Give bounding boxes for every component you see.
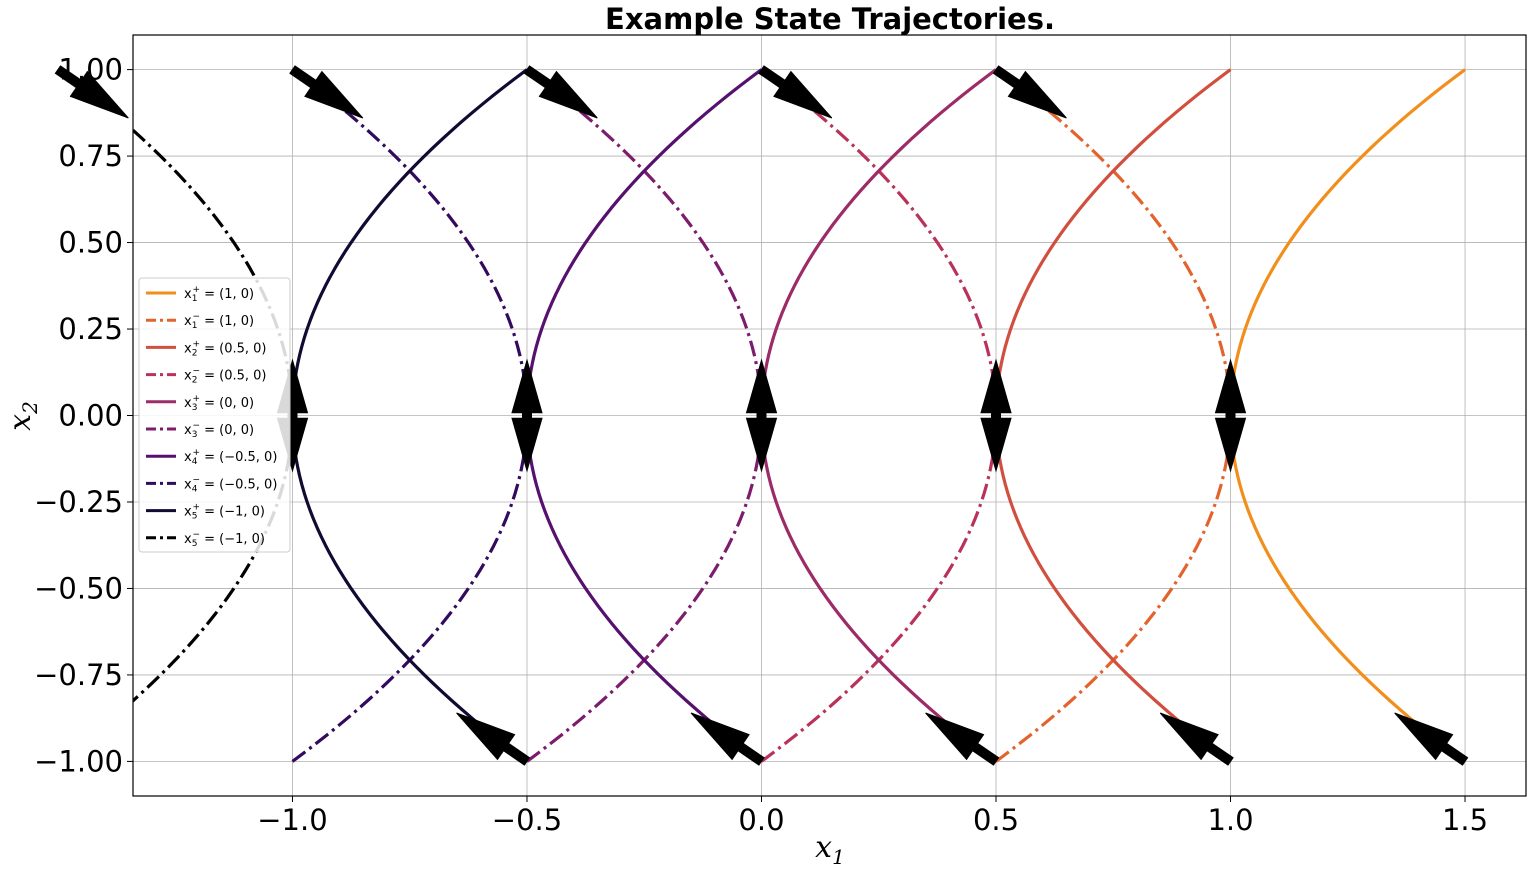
legend-label: x4+ = (−0.5, 0) <box>184 448 277 467</box>
series-line <box>291 68 529 763</box>
legend-label: x1+ = (1, 0) <box>184 285 254 304</box>
y-tick-label: −1.00 <box>34 744 123 778</box>
legend-label: x4− = (−0.5, 0) <box>184 475 277 494</box>
legend-label: x3+ = (0, 0) <box>184 394 254 413</box>
legend-box <box>138 277 291 553</box>
direction-arrow <box>511 358 543 416</box>
y-tick-labels: 1.00 0.75 0.50 0.25 0.00 −0.25 −0.50 −0.75 −1.00 <box>34 53 123 779</box>
x-tick-label: −1.0 <box>257 803 327 837</box>
direction-arrow <box>992 65 1067 119</box>
legend-label: x2− = (0.5, 0) <box>184 367 267 386</box>
x-tick-label: 0.0 <box>738 803 784 837</box>
legend-label: x1− = (1, 0) <box>184 312 254 331</box>
legend-label: x5+ = (−1, 0) <box>184 503 265 522</box>
x-tick-label: −0.5 <box>492 803 562 837</box>
series-line <box>760 68 998 763</box>
direction-arrow <box>54 65 129 119</box>
y-tick-label: −0.25 <box>34 485 123 519</box>
legend-label: x3− = (0, 0) <box>184 421 254 440</box>
y-tick-label: 1.00 <box>58 53 123 87</box>
series-line <box>133 128 295 703</box>
y-tick-label: −0.75 <box>34 658 123 692</box>
direction-arrow <box>1214 415 1247 473</box>
direction-arrow <box>1214 358 1247 416</box>
series-line <box>995 68 1233 763</box>
legend: x1+ = (1, 0) x1− = (1, 0) x2+ = (0.5, 0) x2… <box>138 277 291 553</box>
chart-title: Example State Trajectories. <box>605 2 1055 36</box>
y-tick-label: −0.50 <box>34 571 123 605</box>
direction-arrow <box>456 712 531 766</box>
legend-label: x2+ = (0.5, 0) <box>184 339 267 358</box>
direction-arrow <box>690 712 765 766</box>
x-axis-label: x1 <box>815 830 845 869</box>
direction-arrow <box>1394 712 1469 766</box>
direction-arrow <box>980 358 1012 416</box>
series-line <box>526 68 764 763</box>
direction-arrow <box>1159 712 1234 766</box>
grid-lines <box>133 35 1526 796</box>
direction-arrow <box>925 712 1000 766</box>
direction-arrow <box>511 415 543 473</box>
tick-marks <box>127 69 1466 802</box>
direction-arrow <box>980 415 1012 473</box>
svg-text:x2: x2 <box>3 401 42 431</box>
direction-arrow <box>745 358 778 416</box>
series-layer <box>133 68 1466 763</box>
y-tick-label: 0.50 <box>58 226 123 260</box>
y-tick-label: 0.75 <box>58 139 123 173</box>
direction-arrow <box>523 65 598 119</box>
x-tick-label: 1.5 <box>1442 803 1488 837</box>
legend-label: x5− = (−1, 0) <box>184 530 265 549</box>
x-tick-labels: −1.0 −0.5 0.0 0.5 1.0 1.5 <box>257 803 1488 837</box>
x-tick-label: 0.5 <box>973 803 1019 837</box>
x-tick-label: 1.0 <box>1207 803 1253 837</box>
arrow-layer <box>54 65 1469 766</box>
direction-arrow <box>289 65 364 119</box>
y-tick-label: 0.25 <box>58 312 123 346</box>
direction-arrow <box>758 65 833 119</box>
y-tick-label: 0.00 <box>58 399 123 433</box>
direction-arrow <box>745 415 778 473</box>
y-axis-label: x2 <box>3 401 42 431</box>
